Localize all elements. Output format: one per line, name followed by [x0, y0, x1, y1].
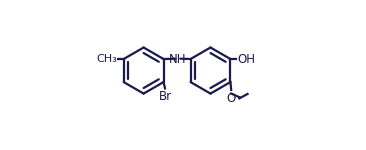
- Text: Br: Br: [158, 90, 172, 103]
- Text: O: O: [227, 92, 236, 105]
- Text: CH₃: CH₃: [96, 54, 117, 64]
- Text: NH: NH: [169, 52, 187, 66]
- Text: OH: OH: [237, 52, 255, 66]
